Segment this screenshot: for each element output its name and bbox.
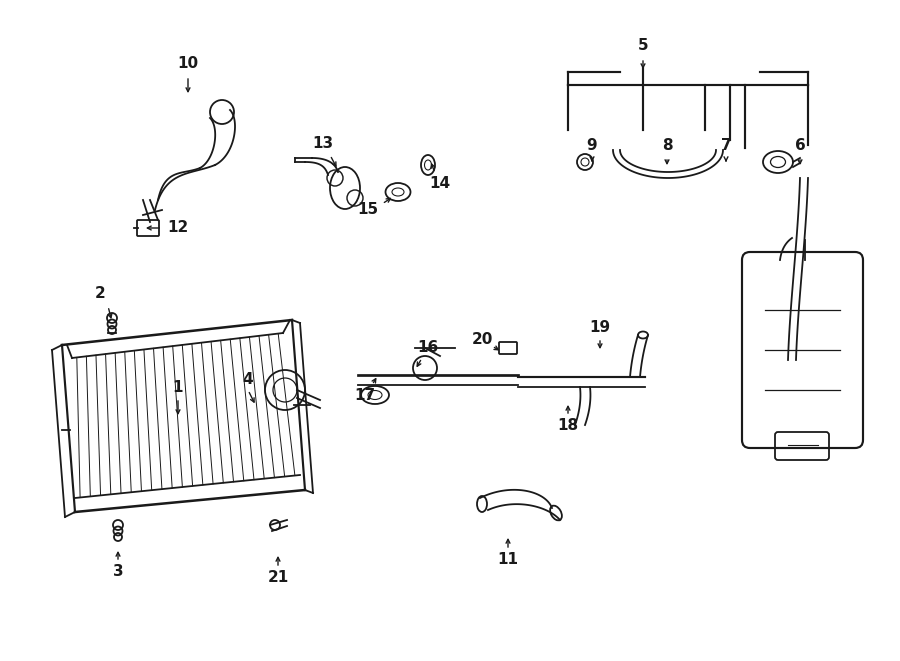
Text: 2: 2 [94,286,105,301]
Text: 11: 11 [498,553,518,568]
Text: 19: 19 [590,321,610,336]
Text: 15: 15 [357,202,379,217]
Text: 7: 7 [721,139,732,153]
Text: 9: 9 [587,139,598,153]
Text: 6: 6 [795,139,806,153]
Text: 18: 18 [557,418,579,434]
Text: 5: 5 [638,38,648,54]
Text: 16: 16 [418,340,438,354]
Text: 8: 8 [662,139,672,153]
Text: 13: 13 [312,136,334,151]
Text: 4: 4 [243,373,253,387]
Text: 12: 12 [167,221,189,235]
Text: 21: 21 [267,570,289,586]
Text: 20: 20 [472,332,492,348]
Text: 10: 10 [177,56,199,71]
Text: 17: 17 [355,387,375,403]
Text: 3: 3 [112,564,123,580]
Text: 1: 1 [173,381,184,395]
Text: 14: 14 [429,176,451,190]
